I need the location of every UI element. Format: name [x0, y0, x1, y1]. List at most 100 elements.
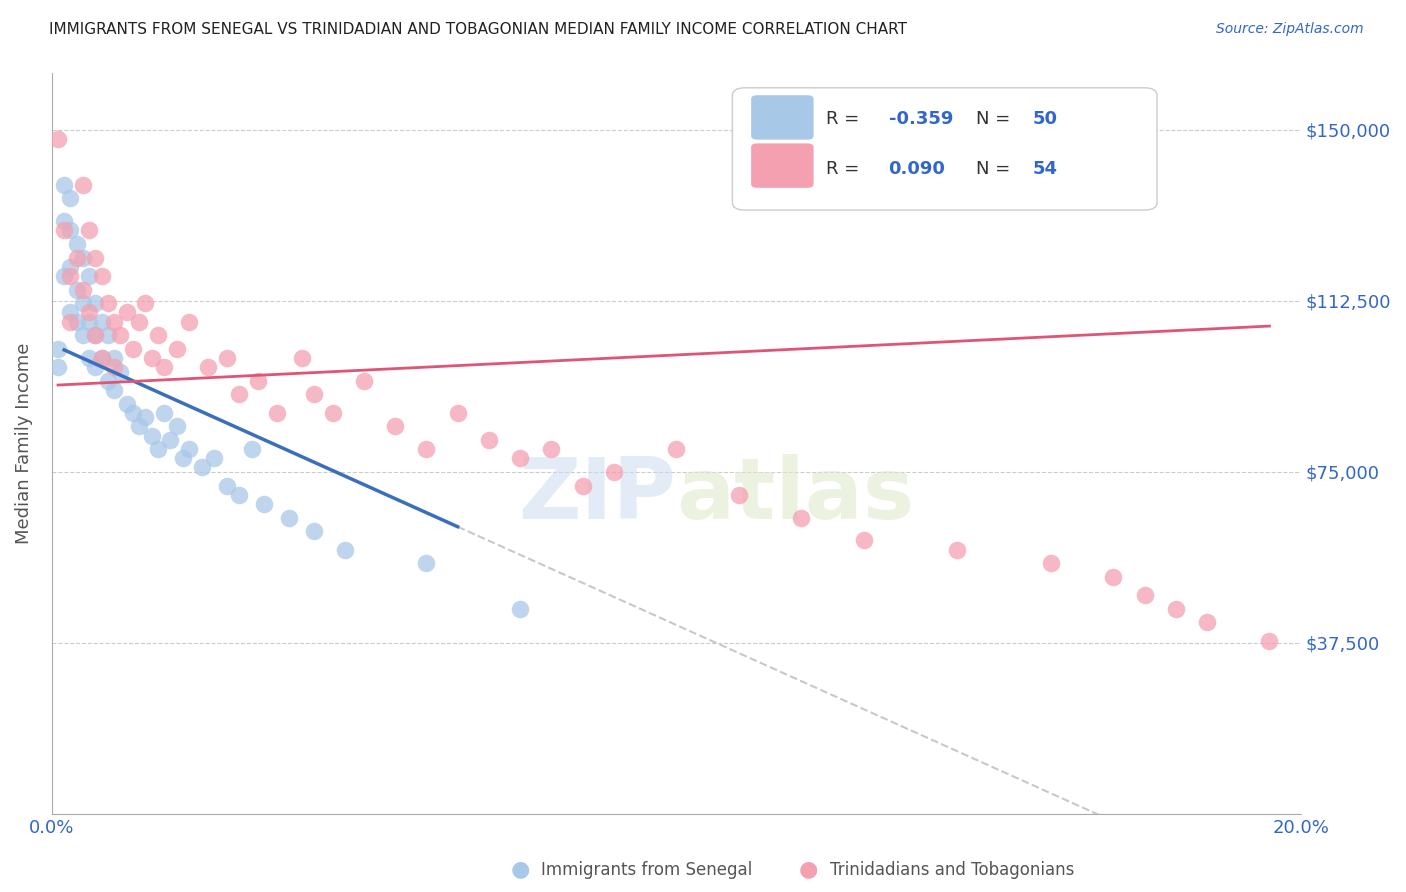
Point: [159, 433, 181, 447]
Point: [790, 510, 813, 524]
Point: [46, 342, 69, 356]
Point: [59, 223, 82, 237]
Point: [1164, 602, 1187, 616]
Point: [253, 497, 276, 511]
Point: [603, 465, 626, 479]
Point: [97, 374, 120, 388]
Point: [415, 442, 437, 457]
Point: [66, 237, 89, 252]
Point: [66, 283, 89, 297]
Point: [190, 460, 212, 475]
Point: [128, 314, 150, 328]
Text: IMMIGRANTS FROM SENEGAL VS TRINIDADIAN AND TOBAGONIAN MEDIAN FAMILY INCOME CORRE: IMMIGRANTS FROM SENEGAL VS TRINIDADIAN A…: [49, 22, 907, 37]
Point: [110, 365, 132, 379]
Text: ZIP: ZIP: [519, 454, 676, 537]
Text: N =: N =: [976, 110, 1017, 128]
Text: R =: R =: [827, 110, 865, 128]
Point: [97, 296, 120, 310]
Point: [59, 260, 82, 274]
Point: [540, 442, 562, 457]
Point: [240, 442, 263, 457]
Point: [153, 406, 176, 420]
Point: [77, 223, 100, 237]
Point: [66, 251, 89, 265]
Point: [134, 296, 156, 310]
FancyBboxPatch shape: [733, 87, 1157, 211]
Point: [53, 268, 76, 283]
Point: [141, 428, 163, 442]
Point: [72, 283, 94, 297]
Point: [665, 442, 688, 457]
Point: [77, 305, 100, 319]
Point: [509, 451, 531, 466]
Point: [1195, 615, 1218, 630]
Point: [53, 214, 76, 228]
Point: [115, 305, 138, 319]
Point: [179, 442, 201, 457]
Point: [228, 387, 250, 401]
Point: [335, 542, 357, 557]
Point: [302, 524, 325, 539]
Point: [72, 251, 94, 265]
Point: [84, 251, 107, 265]
Text: R =: R =: [827, 161, 865, 178]
Point: [384, 419, 406, 434]
Point: [202, 451, 225, 466]
Point: [946, 542, 969, 557]
Point: [166, 342, 188, 356]
Point: [1039, 556, 1062, 570]
Point: [166, 419, 188, 434]
Point: [122, 342, 145, 356]
Point: [77, 268, 100, 283]
Y-axis label: Median Family Income: Median Family Income: [15, 343, 32, 544]
Point: [59, 314, 82, 328]
Text: atlas: atlas: [676, 454, 914, 537]
Point: [128, 419, 150, 434]
Point: [446, 406, 468, 420]
FancyBboxPatch shape: [751, 144, 814, 188]
Text: 54: 54: [1032, 161, 1057, 178]
Point: [322, 406, 344, 420]
Point: [266, 406, 288, 420]
Point: [110, 328, 132, 343]
Point: [1133, 588, 1156, 602]
Point: [72, 178, 94, 192]
Text: ●: ●: [799, 860, 818, 880]
Point: [66, 314, 89, 328]
Point: [1258, 633, 1281, 648]
Text: Immigrants from Senegal: Immigrants from Senegal: [541, 861, 752, 879]
Point: [115, 396, 138, 410]
FancyBboxPatch shape: [751, 95, 814, 140]
Point: [278, 510, 301, 524]
Point: [228, 488, 250, 502]
Text: Source: ZipAtlas.com: Source: ZipAtlas.com: [1216, 22, 1364, 37]
Point: [103, 314, 125, 328]
Point: [84, 296, 107, 310]
Point: [90, 351, 112, 365]
Point: [246, 374, 269, 388]
Point: [302, 387, 325, 401]
Point: [103, 360, 125, 375]
Point: [153, 360, 176, 375]
Point: [84, 360, 107, 375]
Point: [90, 268, 112, 283]
Point: [59, 268, 82, 283]
Point: [353, 374, 375, 388]
Point: [509, 602, 531, 616]
Point: [122, 406, 145, 420]
Point: [852, 533, 875, 548]
Point: [146, 442, 169, 457]
Point: [59, 191, 82, 205]
Point: [141, 351, 163, 365]
Text: N =: N =: [976, 161, 1017, 178]
Point: [727, 488, 749, 502]
Point: [215, 351, 238, 365]
Point: [53, 223, 76, 237]
Point: [290, 351, 312, 365]
Text: 0.090: 0.090: [889, 161, 945, 178]
Point: [1102, 570, 1125, 584]
Point: [72, 328, 94, 343]
Point: [46, 132, 69, 146]
Point: [53, 178, 76, 192]
Point: [415, 556, 437, 570]
